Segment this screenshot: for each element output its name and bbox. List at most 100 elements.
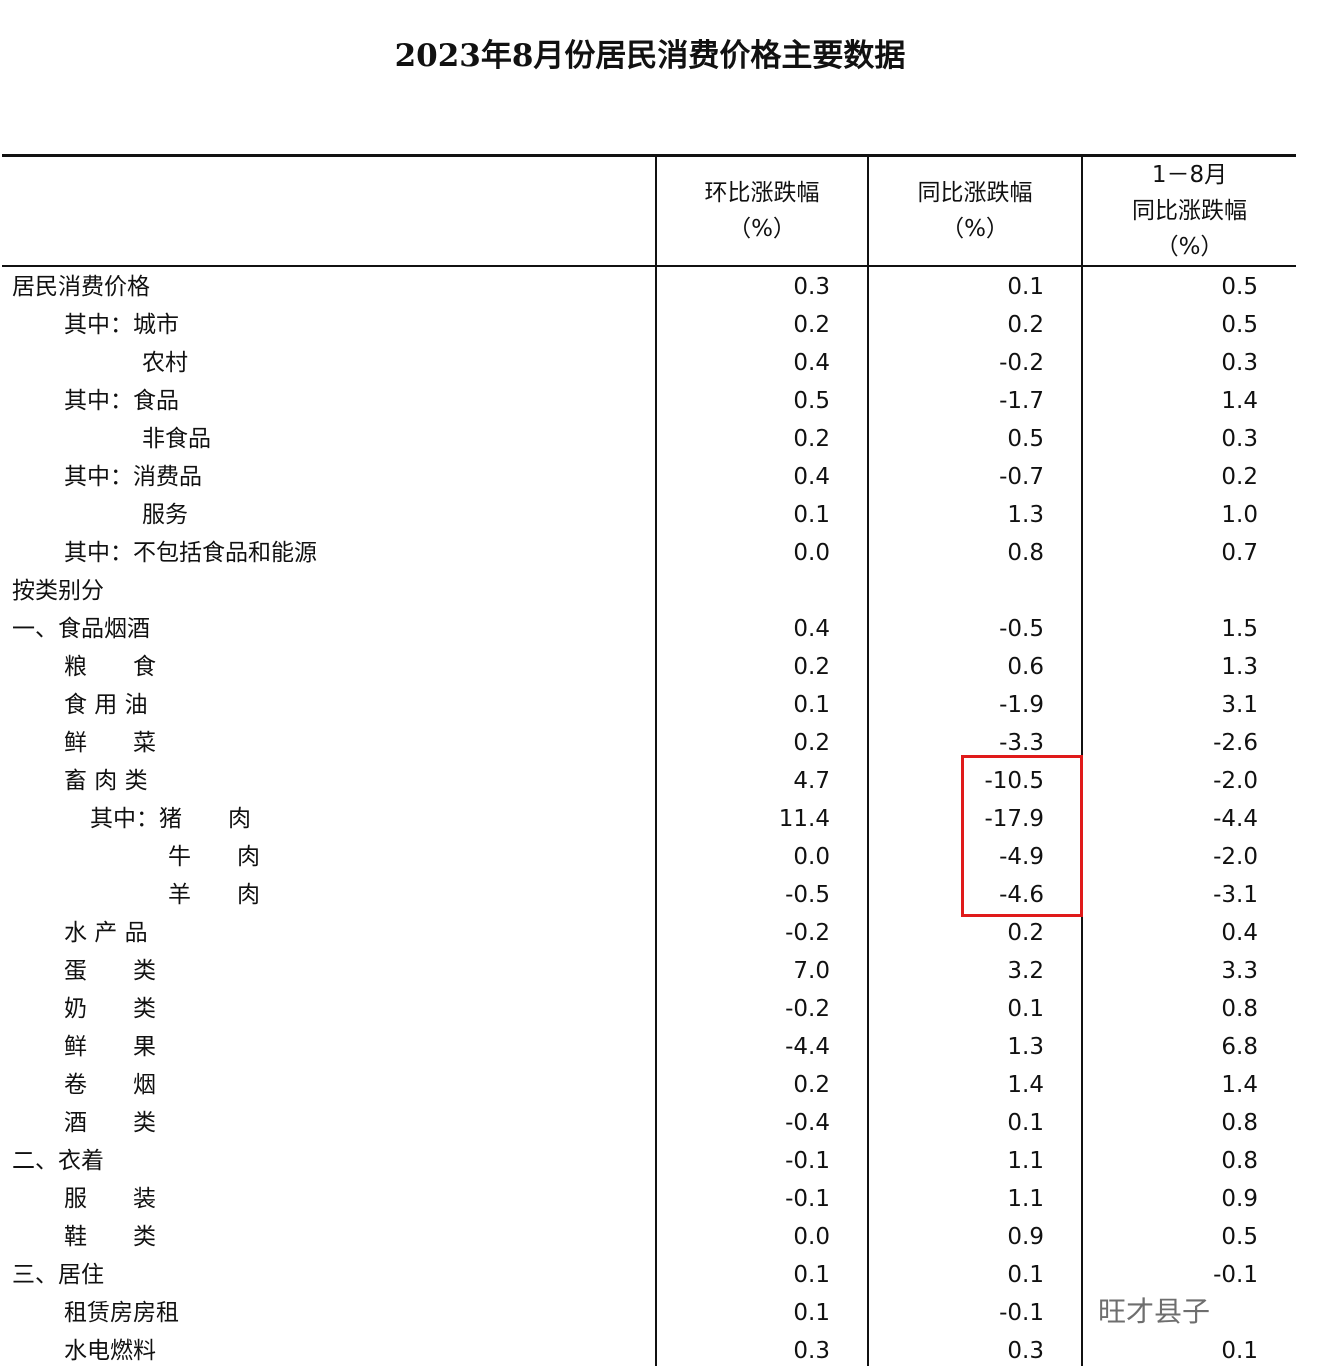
header-unit: （%）	[1155, 234, 1224, 260]
table-row: 服 装 -0.1 1.1 0.9	[0, 1180, 1296, 1218]
ytd-value: -2.0	[1213, 768, 1258, 794]
yoy-value: -10.5	[984, 768, 1044, 794]
row-label: 租赁房房租	[64, 1300, 179, 1326]
yoy-value: -1.9	[999, 692, 1044, 718]
row-label: 畜 肉 类	[64, 768, 148, 794]
mom-value: 0.1	[793, 502, 830, 528]
ytd-value: 0.8	[1221, 1110, 1258, 1136]
yoy-value: 0.2	[1007, 312, 1044, 338]
yoy-value: -4.6	[999, 882, 1044, 908]
yoy-value: -0.2	[999, 350, 1044, 376]
row-label: 其中：不包括食品和能源	[64, 540, 317, 566]
row-label: 按类别分	[12, 578, 104, 604]
ytd-value: -3.1	[1213, 882, 1258, 908]
mom-value: 0.2	[793, 1072, 830, 1098]
ytd-value: -0.1	[1213, 1262, 1258, 1288]
row-label: 羊 肉	[168, 882, 260, 908]
highlight-box	[961, 755, 1083, 917]
mom-value: 0.0	[793, 540, 830, 566]
yoy-value: 1.1	[1007, 1148, 1044, 1174]
yoy-value: 0.1	[1007, 996, 1044, 1022]
ytd-value: 3.3	[1221, 958, 1258, 984]
yoy-value: 0.3	[1007, 1338, 1044, 1364]
table-row: 农村 0.4 -0.2 0.3	[0, 344, 1296, 382]
row-label: 奶 类	[64, 996, 156, 1022]
header-unit: （%）	[941, 216, 1009, 242]
table-row: 牛 肉 0.0 -4.9 -2.0	[0, 838, 1296, 876]
table-row: 其中：城市 0.2 0.2 0.5	[0, 306, 1296, 344]
mom-value: -0.1	[785, 1186, 830, 1212]
header-rule	[2, 265, 1296, 267]
ytd-value: -2.6	[1213, 730, 1258, 756]
mom-value: 0.1	[793, 1262, 830, 1288]
ytd-value: 0.8	[1221, 996, 1258, 1022]
ytd-value: 0.1	[1221, 1338, 1258, 1364]
row-label: 其中：消费品	[64, 464, 202, 490]
table-row: 畜 肉 类 4.7 -10.5 -2.0	[0, 762, 1296, 800]
table-row: 羊 肉 -0.5 -4.6 -3.1	[0, 876, 1296, 914]
row-label: 其中：城市	[64, 312, 179, 338]
row-label: 鲜 菜	[64, 730, 156, 756]
column-divider	[655, 156, 657, 1366]
yoy-value: -0.7	[999, 464, 1044, 490]
mom-value: -0.1	[785, 1148, 830, 1174]
ytd-value: 0.7	[1221, 540, 1258, 566]
table-row: 食 用 油 0.1 -1.9 3.1	[0, 686, 1296, 724]
ytd-value: 0.2	[1221, 464, 1258, 490]
table-row: 三、居住 0.1 0.1 -0.1	[0, 1256, 1296, 1294]
mom-value: 0.2	[793, 312, 830, 338]
row-label: 卷 烟	[64, 1072, 156, 1098]
table-row: 奶 类 -0.2 0.1 0.8	[0, 990, 1296, 1028]
yoy-value: 0.9	[1007, 1224, 1044, 1250]
row-label: 鲜 果	[64, 1034, 156, 1060]
row-label: 蛋 类	[64, 958, 156, 984]
table-row: 鲜 菜 0.2 -3.3 -2.6	[0, 724, 1296, 762]
mom-value: 7.0	[793, 958, 830, 984]
yoy-value: 0.1	[1007, 1110, 1044, 1136]
table-top-rule	[2, 154, 1296, 157]
yoy-value: 0.2	[1007, 920, 1044, 946]
ytd-value: 1.4	[1221, 388, 1258, 414]
mom-value: -0.2	[785, 920, 830, 946]
yoy-value: -17.9	[984, 806, 1044, 832]
ytd-value: 0.5	[1221, 274, 1258, 300]
mom-value: -4.4	[785, 1034, 830, 1060]
table-row: 水 产 品 -0.2 0.2 0.4	[0, 914, 1296, 952]
ytd-value: 0.9	[1221, 1186, 1258, 1212]
page-title: 2023年8月份居民消费价格主要数据	[394, 38, 906, 74]
yoy-value: 1.1	[1007, 1186, 1044, 1212]
row-label: 其中：猪 肉	[90, 806, 251, 832]
yoy-value: 0.1	[1007, 1262, 1044, 1288]
row-label: 其中：食品	[64, 388, 179, 414]
mom-value: 0.1	[793, 692, 830, 718]
yoy-value: -3.3	[999, 730, 1044, 756]
ytd-value: -2.0	[1213, 844, 1258, 870]
mom-value: 0.4	[793, 350, 830, 376]
yoy-value: 0.5	[1007, 426, 1044, 452]
watermark: 旺才县子	[1098, 1295, 1211, 1328]
row-label: 水电燃料	[64, 1338, 156, 1364]
yoy-value: 1.4	[1007, 1072, 1044, 1098]
ytd-value: 3.1	[1221, 692, 1258, 718]
table-row: 水电燃料 0.3 0.3 0.1	[0, 1332, 1296, 1370]
ytd-value: 0.5	[1221, 1224, 1258, 1250]
header-mom: 环比涨跌幅 （%）	[657, 157, 867, 265]
header-text: 同比涨跌幅	[917, 180, 1033, 206]
header-text: 环比涨跌幅	[704, 180, 820, 206]
yoy-value: 1.3	[1007, 1034, 1044, 1060]
mom-value: 0.0	[793, 844, 830, 870]
row-label: 农村	[142, 350, 188, 376]
table-row: 其中：消费品 0.4 -0.7 0.2	[0, 458, 1296, 496]
table-row: 酒 类 -0.4 0.1 0.8	[0, 1104, 1296, 1142]
row-label: 三、居住	[12, 1262, 104, 1288]
table-row: 按类别分	[0, 572, 1296, 610]
header-ytd: 1－8月 同比涨跌幅 （%）	[1083, 157, 1296, 265]
row-label: 鞋 类	[64, 1224, 156, 1250]
mom-value: 0.2	[793, 654, 830, 680]
table-row: 居民消费价格 0.3 0.1 0.5	[0, 268, 1296, 306]
yoy-value: 0.6	[1007, 654, 1044, 680]
column-divider	[867, 156, 869, 1366]
mom-value: 0.3	[793, 1338, 830, 1364]
mom-value: 0.4	[793, 616, 830, 642]
yoy-value: -0.1	[999, 1300, 1044, 1326]
